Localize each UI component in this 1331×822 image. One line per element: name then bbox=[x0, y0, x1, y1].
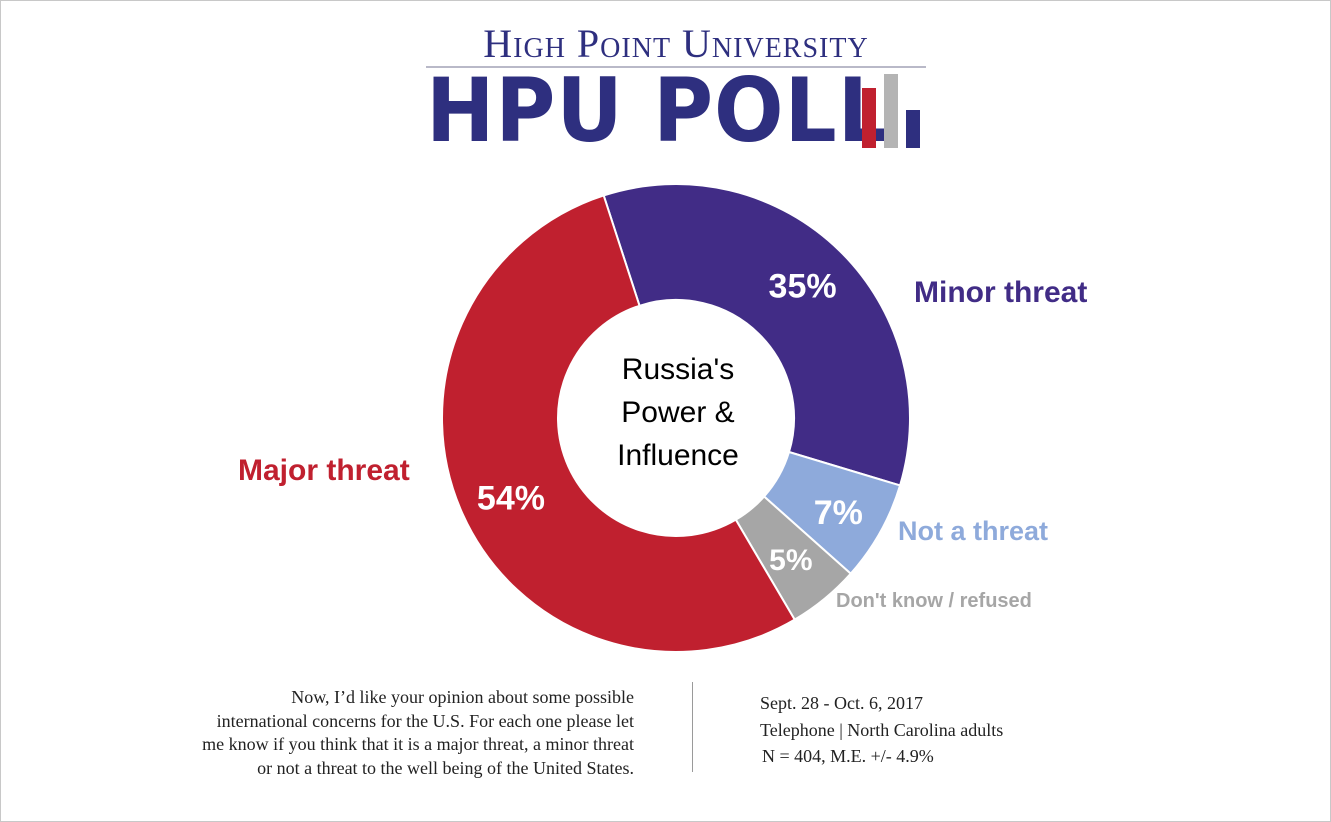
question-line: or not a threat to the well being of the… bbox=[257, 757, 634, 778]
center-title-line: Influence bbox=[617, 439, 739, 472]
value-label-minor-threat: 35% bbox=[769, 268, 837, 306]
value-label-major-threat: 54% bbox=[477, 479, 545, 517]
poll-logo-icon bbox=[862, 74, 928, 148]
survey-question: Now, I’d like your opinion about some po… bbox=[120, 686, 634, 780]
slice-major-threat bbox=[441, 194, 797, 653]
value-label-not-a-threat: 7% bbox=[814, 494, 863, 532]
poll-method: Telephone | North Carolina adults bbox=[760, 719, 1004, 740]
logo-bar-blue bbox=[906, 110, 920, 148]
poll-methodology: Sept. 28 - Oct. 6, 2017 Telephone | Nort… bbox=[760, 690, 1120, 770]
center-title-line: Russia's bbox=[621, 353, 735, 386]
university-name: High Point University bbox=[483, 21, 869, 66]
logo-bar-gray bbox=[884, 74, 898, 148]
poll-dates: Sept. 28 - Oct. 6, 2017 bbox=[760, 693, 923, 713]
logo-bar-red bbox=[862, 88, 876, 148]
footer-divider bbox=[692, 682, 693, 772]
label-minor-threat: Minor threat bbox=[914, 276, 1088, 309]
logo-divider bbox=[426, 66, 926, 68]
poll-sample: N = 404, M.E. +/- 4.9% bbox=[762, 746, 934, 766]
label-dont-know: Don't know / refused bbox=[836, 590, 1032, 612]
question-line: me know if you think that it is a major … bbox=[202, 734, 634, 754]
question-line: international concerns for the U.S. For … bbox=[216, 710, 634, 731]
slice-minor-threat bbox=[602, 183, 911, 487]
chart-center-title: Russia's Power & Influence bbox=[566, 348, 790, 477]
center-title-line: Power & bbox=[621, 396, 735, 429]
label-major-threat: Major threat bbox=[238, 454, 410, 487]
poll-name: HPU POLL bbox=[426, 59, 891, 162]
question-line: Now, I’d like your opinion about some po… bbox=[291, 687, 634, 707]
label-not-a-threat: Not a threat bbox=[898, 516, 1049, 546]
value-label-dont-know: 5% bbox=[769, 544, 812, 577]
